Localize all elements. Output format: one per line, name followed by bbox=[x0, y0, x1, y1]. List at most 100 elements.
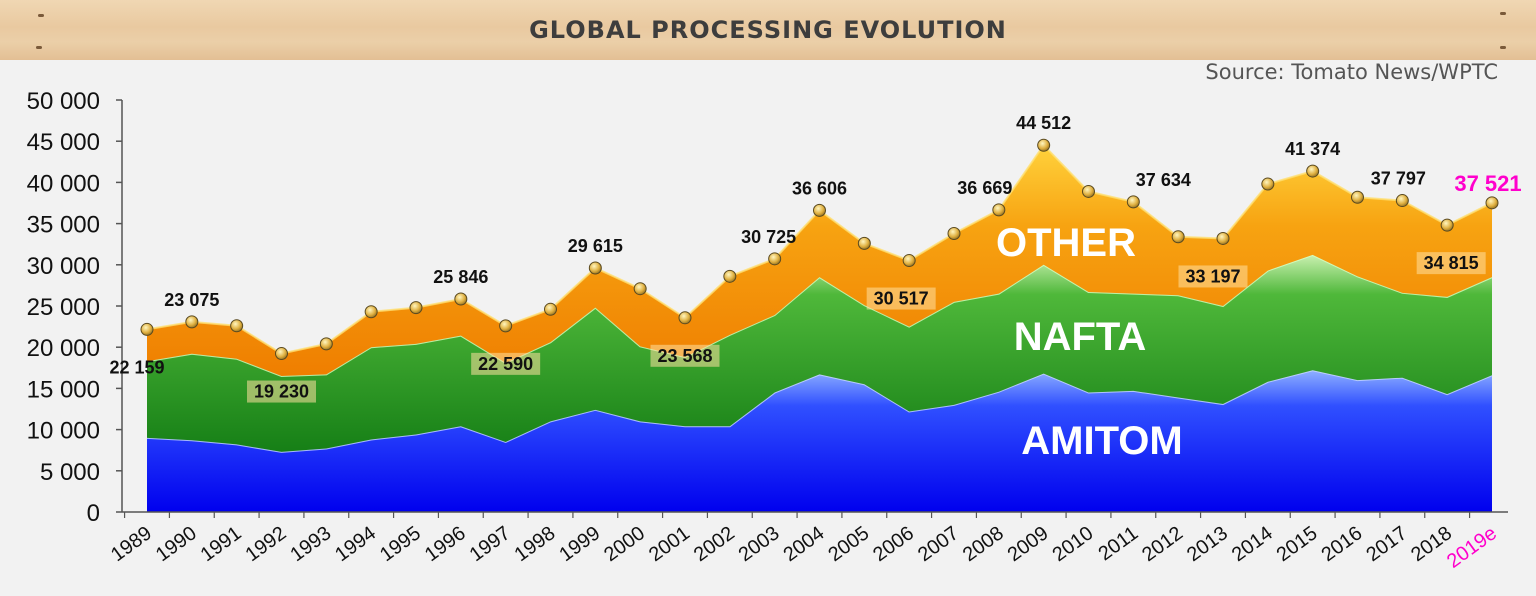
x-tick-label: 2008 bbox=[959, 522, 1008, 566]
x-tick-label: 2005 bbox=[824, 522, 873, 566]
x-tick-label: 2007 bbox=[914, 522, 963, 566]
data-label-background bbox=[650, 344, 720, 367]
x-tick-label: 2001 bbox=[645, 522, 694, 566]
data-point-marker bbox=[319, 337, 333, 351]
x-tick-label: 1992 bbox=[242, 522, 291, 566]
y-tick-label: 20 000 bbox=[27, 335, 100, 362]
data-point-marker bbox=[633, 282, 647, 296]
data-label-background bbox=[1178, 265, 1248, 288]
data-point-marker bbox=[1485, 196, 1499, 210]
data-point-marker bbox=[1126, 195, 1140, 209]
x-tick-label: 2013 bbox=[1183, 522, 1232, 566]
data-label: 37 521 bbox=[1454, 171, 1521, 196]
data-point-marker bbox=[1037, 138, 1051, 152]
data-point-marker bbox=[275, 347, 288, 361]
data-label: 36 669 bbox=[957, 178, 1012, 198]
x-tick-label: 2011 bbox=[1095, 522, 1143, 565]
data-point-marker bbox=[1351, 190, 1364, 204]
x-tick-label: 2015 bbox=[1273, 522, 1322, 566]
x-tick-label: 1999 bbox=[555, 522, 604, 566]
y-tick-label: 5 000 bbox=[40, 459, 100, 486]
data-point-marker bbox=[857, 236, 871, 250]
x-tick-label: 1996 bbox=[421, 522, 470, 566]
data-point-marker bbox=[1171, 230, 1185, 244]
y-tick-label: 10 000 bbox=[27, 418, 100, 445]
data-point-marker bbox=[409, 301, 423, 315]
y-tick-label: 0 bbox=[87, 500, 100, 527]
x-tick-label: 2004 bbox=[780, 522, 829, 566]
title-banner: GLOBAL PROCESSING EVOLUTION bbox=[0, 0, 1536, 60]
data-label: 22 159 bbox=[109, 357, 164, 377]
data-point-marker bbox=[902, 254, 916, 268]
x-tick-label: 1995 bbox=[376, 522, 425, 566]
x-tick-label: 1991 bbox=[197, 522, 246, 566]
data-label: 19 230 bbox=[254, 382, 309, 402]
data-point-marker bbox=[588, 261, 602, 275]
data-label: 30 725 bbox=[741, 227, 796, 247]
data-point-marker bbox=[992, 203, 1006, 217]
data-label-background bbox=[247, 380, 316, 403]
series-label-nafta: NAFTA bbox=[1014, 315, 1147, 359]
data-label: 25 846 bbox=[433, 267, 488, 287]
x-tick-label: 1990 bbox=[152, 522, 201, 566]
data-point-marker bbox=[454, 292, 468, 306]
data-label: 41 374 bbox=[1285, 139, 1340, 159]
nail-decoration bbox=[1500, 12, 1506, 15]
data-point-marker bbox=[1082, 184, 1095, 198]
x-tick-label: 2003 bbox=[735, 522, 784, 566]
data-label: 33 197 bbox=[1185, 266, 1240, 286]
nail-decoration bbox=[38, 14, 44, 17]
y-tick-label: 15 000 bbox=[27, 376, 100, 403]
data-point-marker bbox=[813, 203, 826, 217]
data-label: 30 517 bbox=[874, 289, 929, 309]
x-tick-label: 2016 bbox=[1318, 522, 1367, 566]
page-title: GLOBAL PROCESSING EVOLUTION bbox=[529, 16, 1007, 44]
data-label-background bbox=[866, 287, 936, 310]
data-point-marker bbox=[230, 319, 244, 333]
y-tick-label: 40 000 bbox=[27, 170, 100, 197]
series-label-amitom: AMITOM bbox=[1021, 419, 1182, 463]
x-tick-label: 1994 bbox=[331, 522, 380, 566]
data-point-marker bbox=[1306, 164, 1320, 178]
data-label: 44 512 bbox=[1016, 113, 1071, 133]
data-point-marker bbox=[544, 302, 557, 316]
x-tick-label: 2000 bbox=[600, 522, 649, 566]
data-point-marker bbox=[1395, 194, 1409, 208]
x-tick-label: 2017 bbox=[1362, 522, 1411, 566]
y-tick-label: 35 000 bbox=[27, 212, 100, 239]
data-label-background bbox=[471, 352, 541, 375]
data-point-marker bbox=[364, 305, 378, 319]
data-label: 37 797 bbox=[1371, 169, 1426, 189]
data-label: 23 075 bbox=[164, 290, 219, 310]
x-tick-label: 2019e bbox=[1443, 522, 1501, 572]
y-tick-label: 50 000 bbox=[27, 88, 100, 115]
data-point-marker bbox=[499, 319, 513, 333]
x-tick-label: 2009 bbox=[1004, 522, 1053, 566]
area-other bbox=[147, 145, 1492, 377]
data-label: 34 815 bbox=[1424, 253, 1479, 273]
x-tick-label: 2010 bbox=[1049, 522, 1098, 566]
data-label: 23 568 bbox=[657, 346, 712, 366]
data-label: 37 634 bbox=[1136, 170, 1191, 190]
x-tick-label: 1989 bbox=[107, 522, 156, 566]
y-tick-label: 30 000 bbox=[27, 253, 100, 280]
data-point-marker bbox=[678, 311, 692, 325]
x-tick-label: 1993 bbox=[286, 522, 335, 566]
data-point-marker bbox=[768, 252, 782, 266]
data-label: 22 590 bbox=[478, 354, 533, 374]
data-point-marker bbox=[185, 315, 199, 329]
x-tick-label: 1997 bbox=[466, 522, 515, 566]
data-point-marker bbox=[1216, 231, 1230, 245]
x-tick-label: 2002 bbox=[690, 522, 739, 566]
source-note: Source: Tomato News/WPTC bbox=[1205, 60, 1498, 84]
data-point-marker bbox=[723, 269, 737, 283]
x-tick-label: 2006 bbox=[869, 522, 918, 566]
data-point-marker bbox=[1261, 177, 1275, 191]
area-nafta bbox=[147, 254, 1492, 452]
data-label: 36 606 bbox=[792, 178, 847, 198]
data-point-marker bbox=[947, 226, 961, 240]
data-point-marker bbox=[140, 322, 154, 336]
data-label: 29 615 bbox=[568, 236, 623, 256]
x-tick-label: 2014 bbox=[1228, 522, 1277, 566]
